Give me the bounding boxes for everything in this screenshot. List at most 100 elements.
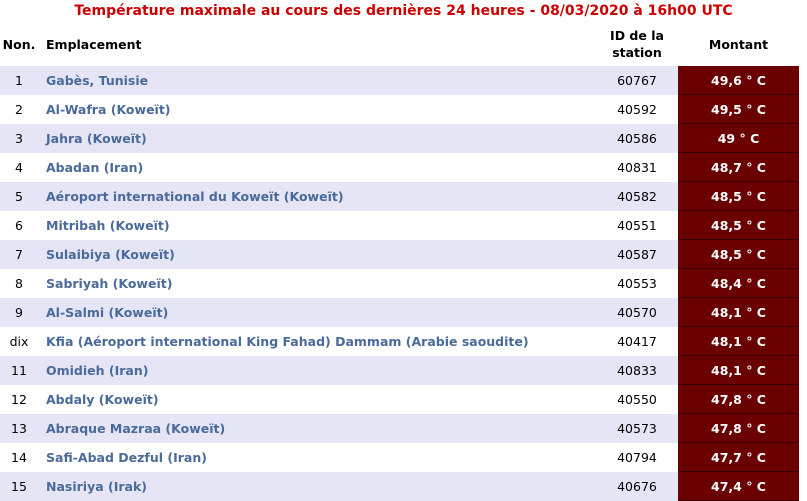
header-station-id-line1: ID de la bbox=[610, 28, 664, 43]
row-location-cell: Sulaibiya (Koweït) bbox=[38, 239, 596, 269]
header-station-id-line2: station bbox=[612, 45, 662, 60]
row-spacer bbox=[799, 211, 807, 240]
station-id: 40417 bbox=[617, 333, 657, 349]
table-header-row: Non. Emplacement ID de la station Montant bbox=[0, 22, 807, 66]
header-location: Emplacement bbox=[46, 36, 142, 52]
row-number: 1 bbox=[0, 66, 38, 95]
header-no: Non. bbox=[2, 36, 36, 52]
row-number: 11 bbox=[0, 355, 38, 385]
station-id: 40831 bbox=[617, 159, 657, 175]
row-location-cell: Al-Salmi (Koweït) bbox=[38, 297, 596, 327]
row-number: 12 bbox=[11, 391, 27, 407]
row-spacer bbox=[799, 124, 807, 153]
row-spacer bbox=[799, 240, 807, 269]
station-id: 40586 bbox=[596, 123, 678, 153]
station-id: 40550 bbox=[617, 391, 657, 407]
table-row: dix Kfia (Aéroport international King Fah… bbox=[0, 326, 807, 356]
row-spacer bbox=[799, 153, 807, 182]
row-location-cell: Mitribah (Koweït) bbox=[38, 211, 596, 240]
station-id: 40551 bbox=[617, 217, 657, 233]
station-id: 40587 bbox=[596, 239, 678, 269]
temperature-value: 49 ° C bbox=[678, 123, 799, 153]
row-location-cell: Al-Wafra (Koweït) bbox=[38, 95, 596, 124]
row-location-cell: Abadan (Iran) bbox=[38, 153, 596, 182]
table-row: 6 Mitribah (Koweït) 40551 48,5 ° C bbox=[0, 210, 807, 240]
row-number: 13 bbox=[0, 413, 38, 443]
temperature-value: 48,5 ° C bbox=[678, 210, 799, 240]
temperature-value: 47,8 ° C bbox=[678, 384, 799, 414]
header-station-id: ID de la station bbox=[596, 22, 678, 66]
row-number: 8 bbox=[15, 275, 23, 291]
location-link[interactable]: Abdaly (Koweït) bbox=[46, 391, 159, 407]
row-location-cell: Omidieh (Iran) bbox=[38, 355, 596, 385]
header-amount: Montant bbox=[708, 36, 769, 52]
row-number: 15 bbox=[0, 471, 38, 501]
location-link[interactable]: Sulaibiya (Koweït) bbox=[46, 246, 175, 262]
row-location-cell: Kfia (Aéroport international King Fahad)… bbox=[38, 327, 596, 356]
table-row: 12 Abdaly (Koweït) 40550 47,8 ° C bbox=[0, 384, 807, 414]
location-link[interactable]: Aéroport international du Koweït (Koweït… bbox=[46, 188, 344, 204]
temperature-value: 47,7 ° C bbox=[678, 442, 799, 472]
location-link[interactable]: Gabès, Tunisie bbox=[46, 72, 149, 88]
temperature-value: 48,5 ° C bbox=[678, 239, 799, 269]
temperature-value: 48,4 ° C bbox=[678, 268, 799, 298]
temperature-value: 49,6 ° C bbox=[678, 66, 799, 95]
temperature-value: 48,1 ° C bbox=[678, 326, 799, 356]
location-link[interactable]: Kfia (Aéroport international King Fahad)… bbox=[46, 333, 529, 349]
temperature-value: 49,5 ° C bbox=[678, 94, 799, 124]
table-row: 7 Sulaibiya (Koweït) 40587 48,5 ° C bbox=[0, 239, 807, 269]
row-spacer bbox=[799, 414, 807, 443]
row-location-cell: Sabriyah (Koweït) bbox=[38, 269, 596, 298]
row-number: dix bbox=[9, 333, 29, 349]
location-link[interactable]: Abadan (Iran) bbox=[46, 159, 144, 175]
location-link[interactable]: Al-Wafra (Koweït) bbox=[46, 101, 171, 117]
station-id: 60767 bbox=[596, 66, 678, 95]
station-id: 40833 bbox=[596, 355, 678, 385]
station-id: 40592 bbox=[617, 101, 657, 117]
row-number: 4 bbox=[15, 159, 23, 175]
temperature-value: 48,7 ° C bbox=[678, 152, 799, 182]
table-body: 1 Gabès, Tunisie 60767 49,6 ° C 2 Al-Wafra (K… bbox=[0, 66, 807, 501]
row-location-cell: Safi-Abad Dezful (Iran) bbox=[38, 443, 596, 472]
table-row: 14 Safi-Abad Dezful (Iran) 40794 47,7 ° C bbox=[0, 442, 807, 472]
row-location-cell: Gabès, Tunisie bbox=[38, 66, 596, 95]
row-spacer bbox=[799, 385, 807, 414]
location-link[interactable]: Abraque Mazraa (Koweït) bbox=[46, 420, 226, 436]
row-location-cell: Abdaly (Koweït) bbox=[38, 385, 596, 414]
location-link[interactable]: Jahra (Koweït) bbox=[46, 130, 147, 146]
row-location-cell: Nasiriya (Irak) bbox=[38, 471, 596, 501]
temperature-table: Non. Emplacement ID de la station Montant… bbox=[0, 22, 807, 501]
row-number: 14 bbox=[11, 449, 27, 465]
location-link[interactable]: Nasiriya (Irak) bbox=[46, 478, 147, 494]
location-link[interactable]: Mitribah (Koweït) bbox=[46, 217, 170, 233]
row-number: 9 bbox=[0, 297, 38, 327]
temperature-value: 48,5 ° C bbox=[678, 181, 799, 211]
location-link[interactable]: Omidieh (Iran) bbox=[46, 362, 149, 378]
row-number: 2 bbox=[15, 101, 23, 117]
page-title: Température maximale au cours des derniè… bbox=[74, 3, 733, 19]
station-id: 40553 bbox=[617, 275, 657, 291]
row-number: 5 bbox=[0, 181, 38, 211]
temperature-value: 48,1 ° C bbox=[678, 355, 799, 385]
row-number: 3 bbox=[0, 123, 38, 153]
table-row: 2 Al-Wafra (Koweït) 40592 49,5 ° C bbox=[0, 94, 807, 124]
location-link[interactable]: Sabriyah (Koweït) bbox=[46, 275, 173, 291]
header-spacer bbox=[799, 22, 807, 66]
temperature-value: 48,1 ° C bbox=[678, 297, 799, 327]
location-link[interactable]: Al-Salmi (Koweït) bbox=[46, 304, 169, 320]
table-row: 4 Abadan (Iran) 40831 48,7 ° C bbox=[0, 152, 807, 182]
row-spacer bbox=[799, 95, 807, 124]
table-row: 15 Nasiriya (Irak) 40676 47,4 ° C bbox=[0, 471, 807, 501]
station-id: 40582 bbox=[596, 181, 678, 211]
table-row: 5 Aéroport international du Koweït (Koweï… bbox=[0, 181, 807, 211]
location-link[interactable]: Safi-Abad Dezful (Iran) bbox=[46, 449, 207, 465]
table-row: 1 Gabès, Tunisie 60767 49,6 ° C bbox=[0, 66, 807, 95]
station-id: 40570 bbox=[596, 297, 678, 327]
row-location-cell: Aéroport international du Koweït (Koweït… bbox=[38, 181, 596, 211]
row-number: 7 bbox=[0, 239, 38, 269]
table-row: 3 Jahra (Koweït) 40586 49 ° C bbox=[0, 123, 807, 153]
station-id: 40794 bbox=[617, 449, 657, 465]
row-number: 6 bbox=[15, 217, 23, 233]
temperature-value: 47,4 ° C bbox=[678, 471, 799, 501]
table-row: 11 Omidieh (Iran) 40833 48,1 ° C bbox=[0, 355, 807, 385]
